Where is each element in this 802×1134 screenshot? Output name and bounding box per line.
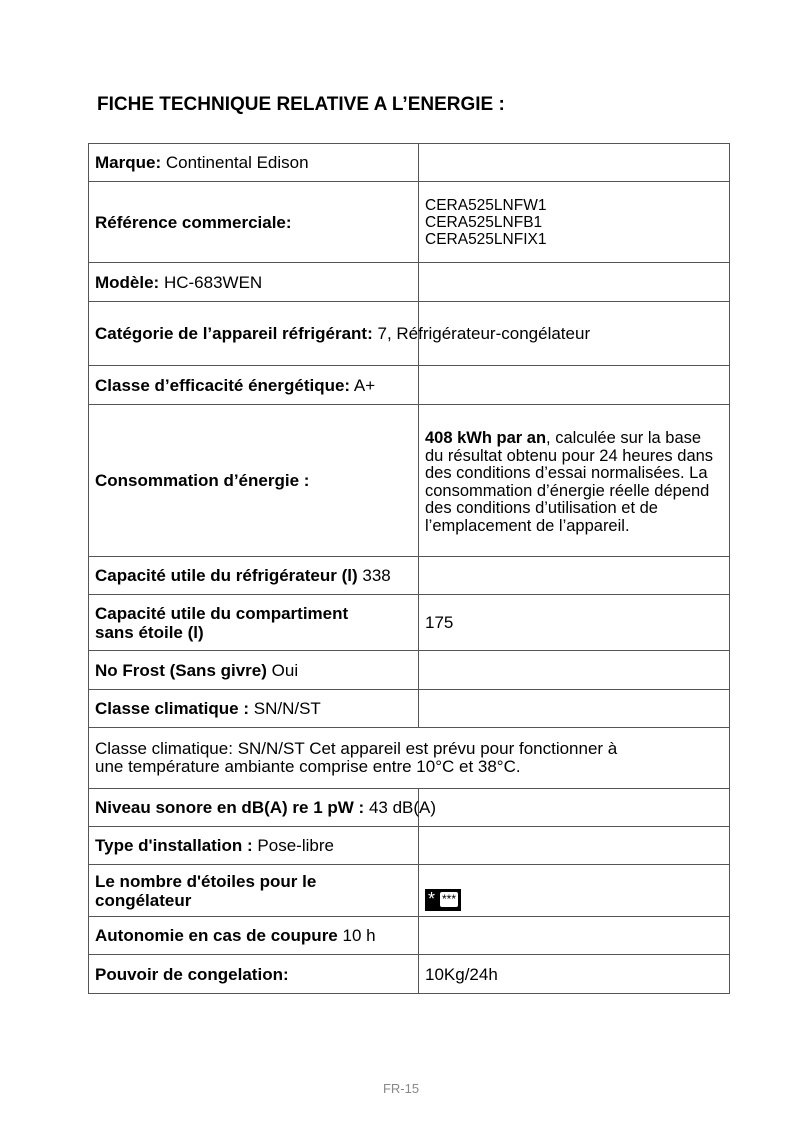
row-classe-climatique-note: Classe climatique: SN/N/ST Cet appareil … — [88, 727, 730, 789]
value: 10Kg/24h — [425, 964, 498, 984]
label: Pouvoir de congelation: — [95, 964, 289, 984]
value: 7, Réfrigérateur-congélateur — [377, 324, 591, 343]
row-modele: Modèle: HC-683WEN — [88, 262, 730, 302]
label: Consommation d’énergie : — [95, 471, 310, 490]
label: Niveau sonore en dB(A) re 1 pW : — [95, 798, 365, 817]
row-capacite-refrig: Capacité utile du réfrigérateur (l) 338 — [88, 556, 730, 595]
row-classe: Classe d’efficacité énergétique: A+ — [88, 365, 730, 405]
label: Type d'installation : — [95, 836, 253, 855]
row-marque: Marque: Continental Edison — [88, 143, 730, 182]
label: Capacité utile du réfrigérateur (l) — [95, 566, 358, 585]
value: SN/N/ST — [253, 699, 321, 718]
value: Pose-libre — [257, 836, 334, 855]
energy-spec-table: Marque: Continental Edison Référence com… — [88, 143, 730, 994]
note-line: une température ambiante comprise entre … — [95, 757, 521, 776]
value: A+ — [353, 375, 376, 395]
three-stars-icon: *** — [440, 892, 459, 907]
value-bold: 408 kWh par an — [425, 429, 547, 447]
label: Modèle: — [95, 272, 160, 292]
label: congélateur — [95, 890, 192, 910]
value: SN/N/ST — [237, 739, 305, 758]
row-etoiles: Le nombre d'étoiles pour le congélateur * *… — [88, 864, 730, 917]
value: Continental Edison — [165, 153, 309, 172]
value: CERA525LNFW1 — [425, 196, 547, 214]
row-installation: Type d'installation : Pose-libre — [88, 826, 730, 865]
note-line: Cet appareil est prévu pour fonctionner … — [309, 739, 618, 758]
row-categorie: Catégorie de l’appareil réfrigérant: 7, … — [88, 301, 730, 366]
label: Autonomie en cas de coupure — [95, 926, 338, 945]
value: CERA525LNFIX1 — [425, 230, 547, 248]
row-consommation: Consommation d’énergie : 408 kWh par an, … — [88, 404, 730, 557]
page-number: FR-15 — [382, 1081, 420, 1096]
label: Capacité utile du compartiment — [95, 603, 349, 623]
value: 43 dB(A) — [368, 798, 437, 817]
label: Marque: — [95, 153, 162, 172]
value: 10 h — [342, 926, 376, 945]
value: 338 — [362, 566, 391, 585]
label: Référence commerciale: — [95, 212, 292, 232]
row-reference: Référence commerciale: CERA525LNFW1 CERA52… — [88, 181, 730, 263]
page-title: FICHE TECHNIQUE RELATIVE A L’ENERGIE : — [97, 94, 505, 115]
row-pouvoir: Pouvoir de congelation: 10Kg/24h — [88, 954, 730, 994]
value: Oui — [271, 660, 299, 680]
row-autonomie: Autonomie en cas de coupure 10 h — [88, 916, 730, 955]
row-nofrost: No Frost (Sans givre) Oui — [88, 650, 730, 690]
label: Classe d’efficacité énergétique: — [95, 375, 351, 395]
value: 175 — [425, 613, 454, 632]
row-classe-climatique: Classe climatique : SN/N/ST — [88, 689, 730, 728]
label: Classe climatique : — [95, 699, 250, 718]
row-capacite-sans-etoile: Capacité utile du compartiment sans étoil… — [88, 594, 730, 651]
value: CERA525LNFB1 — [425, 213, 543, 231]
row-niveau-sonore: Niveau sonore en dB(A) re 1 pW : 43 dB(A… — [88, 788, 730, 827]
label: Classe climatique: — [95, 739, 233, 758]
star-icon: * — [428, 889, 436, 909]
label: Le nombre d'étoiles pour le — [95, 871, 317, 891]
four-star-freezer-icon: * *** — [425, 888, 462, 911]
value: HC-683WEN — [163, 272, 263, 292]
value: , calculée sur la base du résultat obten… — [425, 429, 714, 535]
label: sans étoile (l) — [95, 622, 204, 642]
label: No Frost (Sans givre) — [95, 660, 267, 680]
label: Catégorie de l’appareil réfrigérant: — [95, 324, 373, 343]
